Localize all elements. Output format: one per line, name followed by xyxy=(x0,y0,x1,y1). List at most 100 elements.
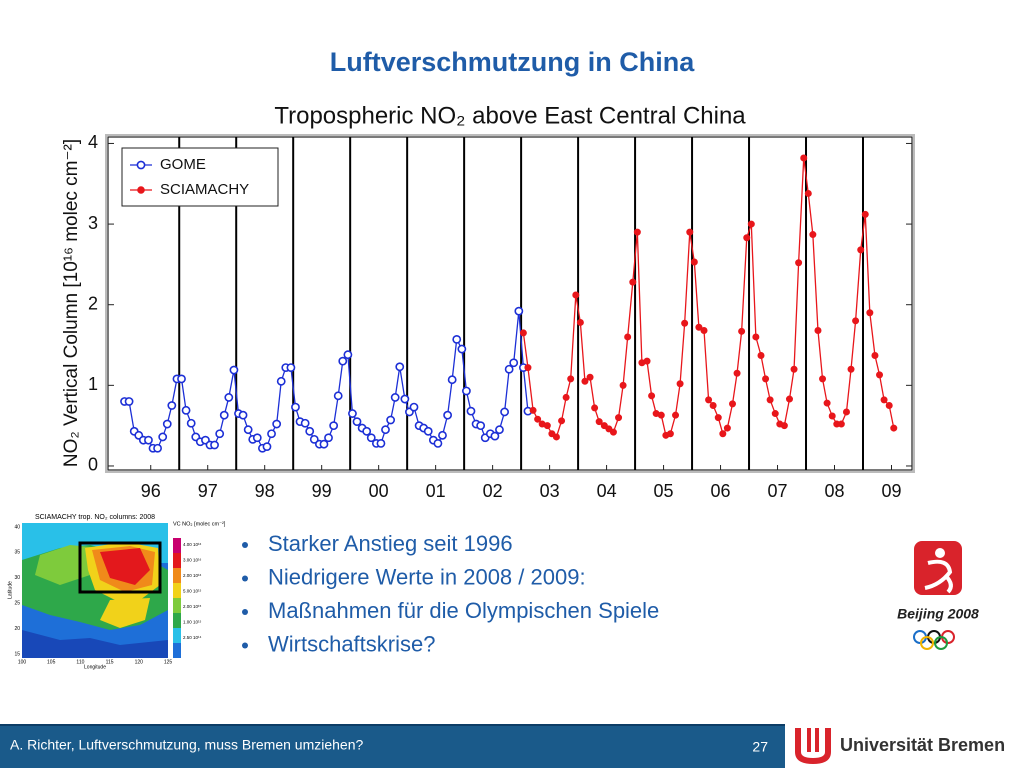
data-point xyxy=(747,220,755,228)
data-point xyxy=(804,189,812,197)
y-tick-label: 3 xyxy=(88,213,98,233)
data-point xyxy=(643,357,651,365)
chart-title: Tropospheric NO₂ above East Central Chin… xyxy=(274,102,746,129)
data-point xyxy=(343,350,353,360)
data-point xyxy=(615,414,623,422)
data-point xyxy=(158,432,168,442)
data-point xyxy=(823,399,831,407)
map-field xyxy=(100,548,150,585)
data-point xyxy=(348,409,357,418)
slide-title: Luftverschmutzung in China xyxy=(330,47,695,77)
map-y-tick-label: 40 xyxy=(14,524,20,530)
data-point xyxy=(400,394,410,404)
institution-name: Universität Bremen xyxy=(840,735,1005,755)
chart: Tropospheric NO₂ above East Central Chin… xyxy=(61,102,915,501)
data-point xyxy=(476,421,486,431)
data-point xyxy=(857,246,865,254)
data-point xyxy=(676,380,684,388)
olympic-ring xyxy=(934,636,948,650)
data-point xyxy=(186,418,196,428)
data-point xyxy=(352,417,362,427)
data-point xyxy=(809,231,817,239)
data-point xyxy=(828,412,836,420)
colorbar: VC NO₂ [molec cm⁻²] xyxy=(173,521,226,658)
legend: GOME SCIAMACHY xyxy=(121,147,279,207)
data-point xyxy=(153,443,162,453)
bullet-dot xyxy=(242,609,248,615)
data-point xyxy=(252,433,262,443)
colorbar-cell xyxy=(173,628,181,643)
x-tick-label: 01 xyxy=(426,481,446,501)
legend-marker xyxy=(137,186,145,194)
data-point xyxy=(286,363,296,373)
data-point xyxy=(338,356,348,366)
data-point xyxy=(490,431,500,441)
data-point xyxy=(629,278,637,286)
data-point xyxy=(586,373,594,381)
x-tick-label: 97 xyxy=(198,481,218,501)
data-point xyxy=(500,407,509,417)
data-point xyxy=(324,433,333,443)
page-number: 27 xyxy=(752,739,768,755)
data-point xyxy=(514,306,524,316)
data-point xyxy=(529,406,537,414)
data-point xyxy=(837,420,845,428)
data-point xyxy=(757,352,765,360)
data-point xyxy=(814,327,822,335)
colorbar-label: 2.00 10¹⁵ xyxy=(183,604,202,609)
bullet-dot xyxy=(242,542,248,548)
data-point xyxy=(605,425,613,433)
footer-bar xyxy=(0,726,785,768)
logo-mark xyxy=(795,728,831,764)
data-point xyxy=(729,400,737,408)
colorbar-cell xyxy=(173,538,181,553)
data-point xyxy=(861,210,869,218)
data-point xyxy=(524,364,532,372)
data-point xyxy=(548,430,556,438)
data-point xyxy=(443,410,453,420)
data-point xyxy=(300,418,310,428)
data-point xyxy=(880,396,888,404)
data-point xyxy=(386,415,396,425)
olympic-logo: Beijing 2008 xyxy=(893,534,983,660)
data-point xyxy=(504,364,514,374)
data-point xyxy=(333,391,343,401)
data-point xyxy=(624,333,632,341)
footer-text: A. Richter, Luftverschmutzung, muss Brem… xyxy=(10,737,363,753)
olympic-ring xyxy=(920,636,934,650)
data-point xyxy=(719,430,727,438)
data-point xyxy=(714,414,722,422)
map-x-tick-label: 110 xyxy=(76,659,84,665)
data-point xyxy=(366,433,376,443)
university-logo: Universität Bremen xyxy=(795,728,1005,764)
x-tick-label: 02 xyxy=(483,481,503,501)
x-tick-label: 98 xyxy=(255,481,275,501)
data-point xyxy=(595,418,603,426)
data-point xyxy=(762,375,770,383)
y-tick-label: 1 xyxy=(88,374,98,394)
data-point xyxy=(633,228,641,236)
map-y-tick-label: 25 xyxy=(14,601,20,607)
data-point xyxy=(785,395,793,403)
y-tick-label: 2 xyxy=(88,293,98,313)
map-field xyxy=(100,598,150,628)
data-point xyxy=(466,406,476,416)
x-tick-label: 05 xyxy=(654,481,674,501)
data-point xyxy=(272,419,282,429)
logo-mark xyxy=(815,728,819,752)
data-point xyxy=(572,291,580,299)
data-point xyxy=(167,401,177,410)
data-point xyxy=(462,386,471,396)
data-point xyxy=(581,377,589,385)
data-point xyxy=(738,327,746,335)
data-point xyxy=(609,428,617,436)
y-axis-label: NO₂ Vertical Column [10¹⁶ molec cm⁻²] xyxy=(61,139,82,467)
data-point xyxy=(700,327,708,335)
data-point xyxy=(558,417,566,425)
logo-figure xyxy=(924,559,953,594)
colorbar-cell xyxy=(173,598,181,613)
data-point xyxy=(795,259,803,267)
colorbar-cell xyxy=(173,643,181,658)
map-y-tick-label: 30 xyxy=(14,575,20,581)
data-point xyxy=(666,430,674,438)
